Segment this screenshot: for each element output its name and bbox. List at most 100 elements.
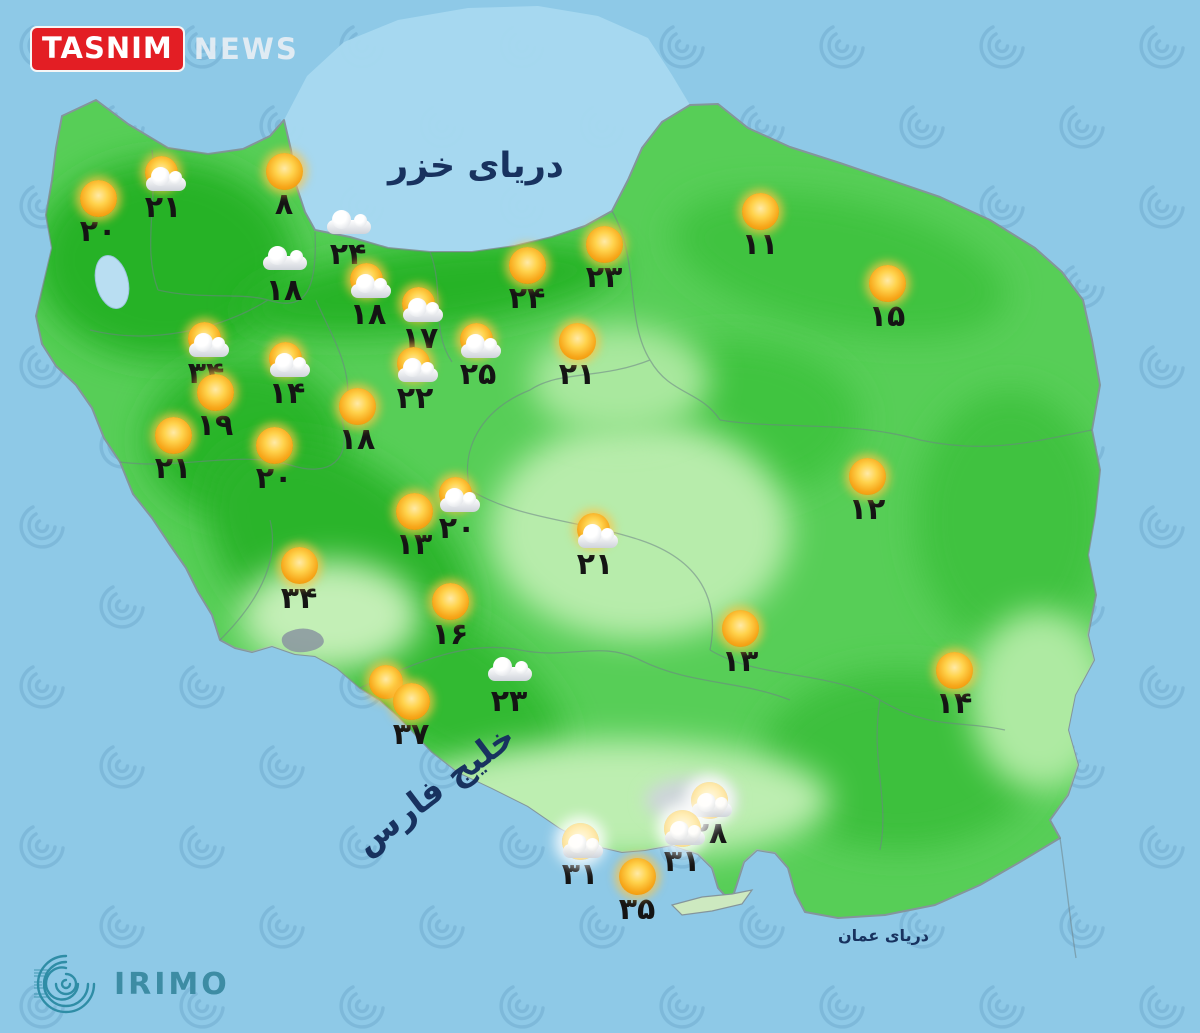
- cloud-icon: [485, 650, 533, 690]
- irimo-logo: IRIMO: [34, 952, 230, 1016]
- tasnim-logo-badge: TASNIM: [30, 26, 185, 72]
- hazy-sun-icon: [556, 823, 604, 863]
- weather-station: ۱۴: [252, 342, 322, 409]
- weather-station: ۲۸: [674, 782, 744, 849]
- sun-icon: [930, 652, 978, 692]
- sun-icon: [580, 226, 628, 266]
- marsh-patch: [281, 628, 324, 653]
- weather-station: ۲۲: [380, 347, 450, 414]
- weather-station: ۱۸: [249, 239, 319, 306]
- weather-station: ۲۳: [474, 650, 544, 717]
- temperature-label: ۳۴: [280, 581, 318, 616]
- weather-station: ۲۱: [128, 156, 198, 223]
- temperature-label: ۲۲: [396, 381, 434, 416]
- sun-icon: [149, 417, 197, 457]
- temperature-label: ۱۲: [848, 492, 886, 527]
- caspian-sea-shape: [284, 6, 690, 252]
- temperature-label: ۲۳: [490, 684, 528, 719]
- sun-icon: [390, 493, 438, 533]
- temperature-label: ۲۰: [79, 214, 117, 249]
- irimo-spiral-icon: [34, 954, 96, 1014]
- weather-station: ۲۱: [542, 323, 612, 390]
- sun-cloud-icon: [182, 322, 230, 362]
- temperature-label: ۲۳: [585, 260, 623, 295]
- hazy-sun-icon: [685, 782, 733, 822]
- tasnim-news-logo: TASNIM NEWS: [30, 26, 299, 72]
- sun-icon: [275, 547, 323, 587]
- sun-cloud-icon: [396, 287, 444, 327]
- temperature-label: ۱۹: [196, 408, 234, 443]
- temperature-label: ۲۰: [438, 511, 476, 546]
- temperature-label: ۱۶: [431, 617, 469, 652]
- lake-urmia: [94, 255, 130, 309]
- weather-station: ۲۱: [560, 513, 630, 580]
- temperature-label: ۱۸: [338, 422, 376, 457]
- sun-icon: [333, 388, 381, 428]
- irimo-logo-text: IRIMO: [114, 966, 230, 1002]
- sun-icon: [863, 265, 911, 305]
- temperature-label: ۳۵: [618, 892, 656, 927]
- weather-station: ۱۹: [180, 374, 250, 441]
- temperature-label: ۲۵: [459, 357, 497, 392]
- sun-icon: [553, 323, 601, 363]
- sun-cloud-icon: [433, 477, 481, 517]
- oman-sea-label: دریای عمان: [838, 926, 929, 945]
- news-logo-text: NEWS: [193, 32, 299, 66]
- weather-station: ۱۵: [852, 265, 922, 332]
- temperature-label: ۱۵: [868, 299, 906, 334]
- temperature-label: ۲۰: [255, 461, 293, 496]
- sun-cloud-icon: [454, 323, 502, 363]
- weather-station: ۲۰: [63, 180, 133, 247]
- weather-station: ۲۱: [138, 417, 208, 484]
- weather-station: ۱۸: [322, 388, 392, 455]
- sun-icon: [736, 193, 784, 233]
- sun-icon: [250, 427, 298, 467]
- province-borders: [89, 149, 1093, 851]
- temperature-label: ۱۳: [721, 644, 759, 679]
- temperature-label: ۱۳: [395, 527, 433, 562]
- sun-icon: [613, 858, 661, 898]
- temperature-label: ۱۴: [268, 376, 306, 411]
- weather-station: ۱۳: [705, 610, 775, 677]
- sun-cloud-icon: [344, 263, 392, 303]
- weather-station: ۲۴: [492, 247, 562, 314]
- weather-station: ۳۴: [264, 547, 334, 614]
- temperature-label: ۳۷: [392, 717, 430, 752]
- sun-cloud-icon: [263, 342, 311, 382]
- sun-pair-icon: [369, 665, 435, 723]
- caspian-sea-label: دریای خزر: [388, 146, 564, 186]
- sun-cloud-icon: [571, 513, 619, 553]
- sun-icon: [191, 374, 239, 414]
- eastern-border-line: [1059, 837, 1077, 959]
- temperature-label: ۳۱: [561, 857, 599, 892]
- temperature-label: ۲۱: [576, 547, 614, 582]
- temperature-label: ۱۴: [935, 686, 973, 721]
- weather-station: ۲۵: [443, 323, 513, 390]
- sun-icon: [74, 180, 122, 220]
- weather-station: ۱۲: [832, 458, 902, 525]
- temperature-label: ۲۱: [154, 451, 192, 486]
- weather-station: ۱۶: [415, 583, 485, 650]
- sun-icon: [503, 247, 551, 287]
- weather-station: ۳۱: [647, 810, 717, 877]
- weather-station: ۱۳: [379, 493, 449, 560]
- sun-cloud-icon: [391, 347, 439, 387]
- temperature-label: ۸: [274, 187, 294, 222]
- cloud-icon: [324, 203, 372, 243]
- weather-station: ۲۴: [313, 203, 383, 270]
- sun-icon: [716, 610, 764, 650]
- cloud-icon: [260, 239, 308, 279]
- temperature-label: ۲۱: [558, 357, 596, 392]
- sun-icon: [426, 583, 474, 623]
- terrain-shading: [36, 160, 1100, 860]
- sun-icon: [260, 153, 308, 193]
- temperature-label: ۲۴: [508, 281, 546, 316]
- temperature-label: ۱۱: [741, 227, 779, 262]
- temperature-label: ۱۸: [349, 297, 387, 332]
- weather-station: ۳۵: [602, 858, 672, 925]
- weather-station: ۱۴: [919, 652, 989, 719]
- weather-station: ۱۱: [725, 193, 795, 260]
- sun-cloud-icon: [139, 156, 187, 196]
